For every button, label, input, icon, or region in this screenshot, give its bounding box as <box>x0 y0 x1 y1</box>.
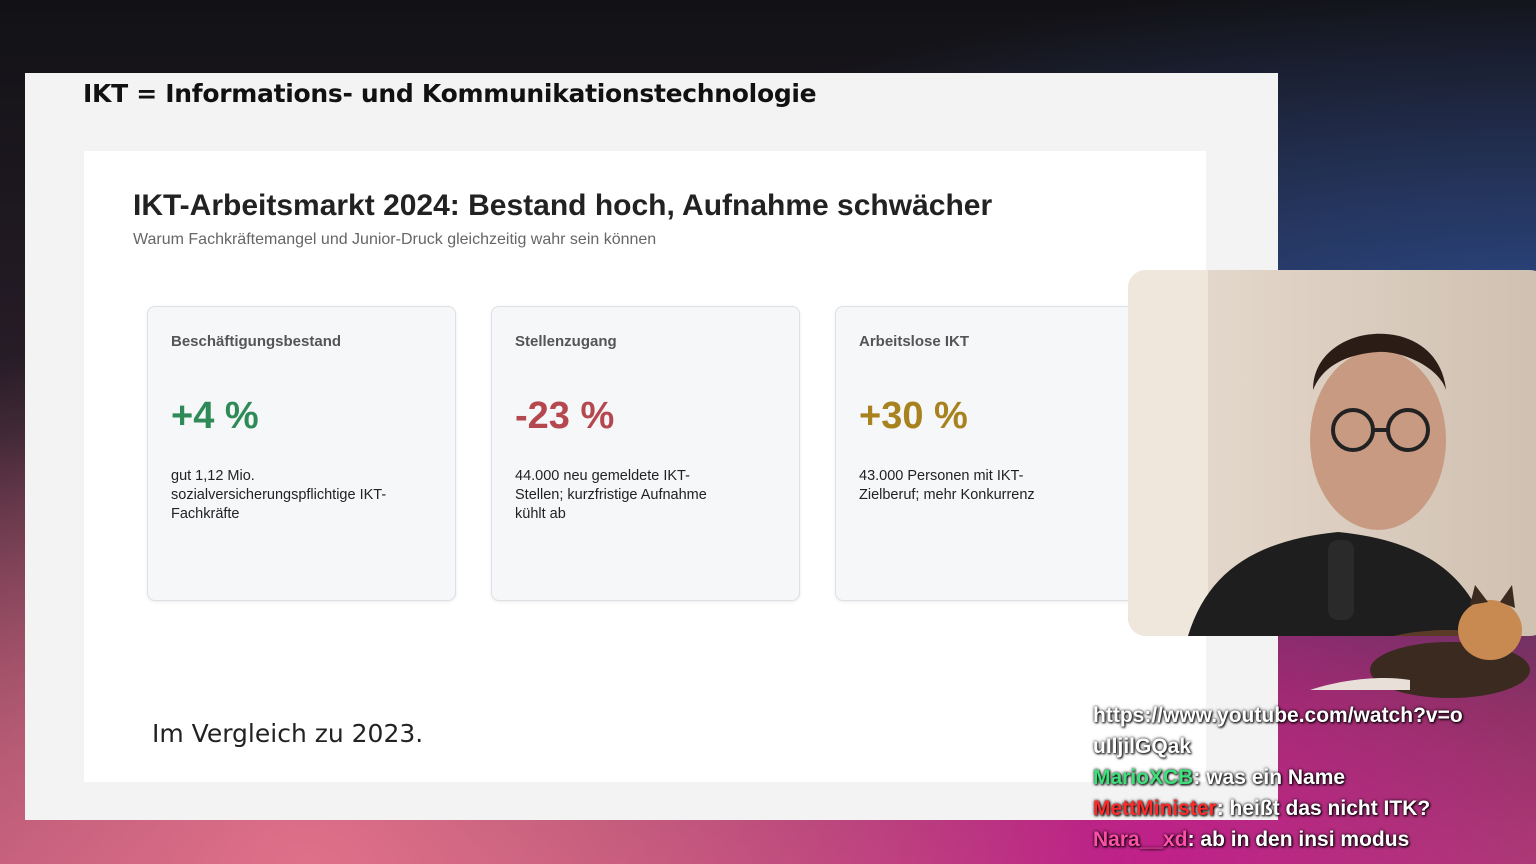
chat-message: MettMinister: heißt das nicht ITK? <box>1083 793 1536 824</box>
cat <box>1310 585 1530 698</box>
chat-text: https://www.youtube.com/watch?v=ouIljilG… <box>1093 704 1463 758</box>
chat-message: MarioXCB: was ein Name <box>1083 762 1536 793</box>
stat-card: Arbeitslose IKT +30 % 43.000 Personen mit … <box>835 306 1144 601</box>
webcam <box>1128 270 1536 636</box>
chat-user: Nara__xd <box>1093 828 1188 851</box>
slide-header: IKT = Informations- und Kommunikationste… <box>83 79 817 108</box>
slide-title: IKT-Arbeitsmarkt 2024: Bestand hoch, Auf… <box>133 189 993 222</box>
chat-message: https://www.youtube.com/watch?v=ouIljilG… <box>1083 700 1463 762</box>
card-description: 43.000 Personen mit IKT-Zielberuf; mehr … <box>859 468 1035 503</box>
card-label: Arbeitslose IKT <box>859 333 970 350</box>
card-value: -23 % <box>515 395 615 437</box>
separator: : <box>1193 766 1207 789</box>
card-value: +30 % <box>859 395 968 437</box>
slide-content: IKT-Arbeitsmarkt 2024: Bestand hoch, Auf… <box>84 151 1206 782</box>
stat-card: Beschäftigungsbestand +4 % gut 1,12 Mio. s… <box>147 306 456 601</box>
chat-text: was ein Name <box>1206 766 1346 789</box>
chat-text: heißt das nicht ITK? <box>1229 797 1431 820</box>
chat: https://www.youtube.com/watch?v=ouIljilG… <box>1083 700 1536 864</box>
card-label: Stellenzugang <box>515 333 617 350</box>
slide: IKT = Informations- und Kommunikationste… <box>25 73 1278 820</box>
chat-user: MarioXCB <box>1093 766 1194 789</box>
webcam-image <box>1128 270 1502 636</box>
card-value: +4 % <box>171 395 259 437</box>
chat-user: MettMinister <box>1093 797 1217 820</box>
card-description: gut 1,12 Mio. sozialversicherungspflicht… <box>171 468 387 522</box>
separator: : <box>1187 828 1201 851</box>
stat-card: Stellenzugang -23 % 44.000 neu gemeldete I… <box>491 306 800 601</box>
slide-subtitle: Warum Fachkräftemangel und Junior-Druck … <box>133 231 657 248</box>
card-label: Beschäftigungsbestand <box>171 333 342 350</box>
chat-text: ab in den insi modus <box>1200 828 1410 851</box>
card-description: 44.000 neu gemeldete IKT-Stellen; kurzfr… <box>515 468 707 522</box>
separator: : <box>1216 797 1230 820</box>
slide-note: Im Vergleich zu 2023. <box>152 719 424 748</box>
chat-message: Nara__xd: ab in den insi modus <box>1083 824 1536 855</box>
